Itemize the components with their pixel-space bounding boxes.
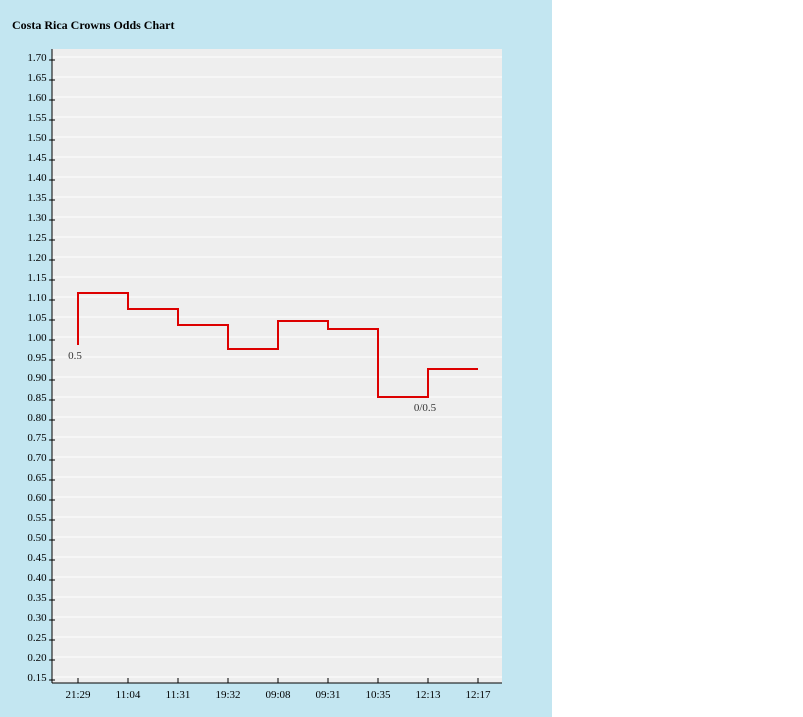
x-tick-label: 10:35	[365, 689, 391, 701]
y-tick-label: 0.45	[27, 552, 47, 564]
y-tick-label: 1.40	[27, 172, 47, 184]
y-tick-label: 1.70	[27, 52, 47, 64]
y-tick-label: 0.60	[27, 492, 47, 504]
odds-step-line	[77, 292, 478, 398]
x-axis: 21:29 11:04 11:31 19:32 09:08 09:31 10:35 12:13…	[52, 678, 502, 701]
series-group	[77, 292, 478, 398]
y-tick-label: 0.50	[27, 532, 47, 544]
y-tick-label: 0.25	[27, 632, 47, 644]
y-tick-label: 1.60	[27, 92, 47, 104]
plot-area	[52, 49, 502, 683]
handicap-annotation: 0/0.5	[414, 402, 437, 414]
x-tick-label: 11:04	[116, 689, 141, 701]
y-tick-label: 1.00	[27, 332, 47, 344]
y-tick-label: 0.85	[27, 392, 47, 404]
y-axis: 0.15 0.20 0.25 0.30 0.35 0.40 0.45 0.50 0.55 0.60…	[27, 49, 55, 684]
y-tick-label: 1.55	[27, 112, 47, 124]
y-tick-label: 0.55	[27, 512, 47, 524]
annotations-group: 0.5 0/0.5	[68, 350, 437, 414]
y-tick-label: 1.45	[27, 152, 47, 164]
x-tick-label: 11:31	[166, 689, 191, 701]
handicap-annotation: 0.5	[68, 350, 82, 362]
y-tick-label: 1.20	[27, 252, 47, 264]
y-tick-label: 1.25	[27, 232, 47, 244]
y-tick-label: 1.35	[27, 192, 47, 204]
y-tick-label: 0.65	[27, 472, 47, 484]
y-tick-label: 1.05	[27, 312, 47, 324]
y-tick-label: 1.30	[27, 212, 47, 224]
chart-title: Costa Rica Crowns Odds Chart	[12, 18, 175, 32]
x-tick-label: 12:17	[465, 689, 491, 701]
x-tick-label: 19:32	[215, 689, 240, 701]
y-tick-label: 0.15	[27, 672, 47, 684]
x-tick-label: 09:31	[315, 689, 340, 701]
grid-lines	[52, 56, 502, 678]
y-tick-label: 0.30	[27, 612, 47, 624]
y-tick-label: 0.70	[27, 452, 47, 464]
y-tick-label: 1.15	[27, 272, 47, 284]
y-tick-label: 1.10	[27, 292, 47, 304]
y-tick-label: 0.35	[27, 592, 47, 604]
y-tick-label: 0.80	[27, 412, 47, 424]
y-tick-label: 0.20	[27, 652, 47, 664]
y-tick-label: 1.50	[27, 132, 47, 144]
y-tick-label: 0.75	[27, 432, 47, 444]
x-tick-label: 21:29	[65, 689, 91, 701]
y-tick-label: 0.90	[27, 372, 47, 384]
x-tick-label: 12:13	[415, 689, 441, 701]
x-tick-label: 09:08	[265, 689, 291, 701]
y-tick-label: 0.95	[27, 352, 47, 364]
y-tick-label: 0.40	[27, 572, 47, 584]
y-tick-label: 1.65	[27, 72, 47, 84]
